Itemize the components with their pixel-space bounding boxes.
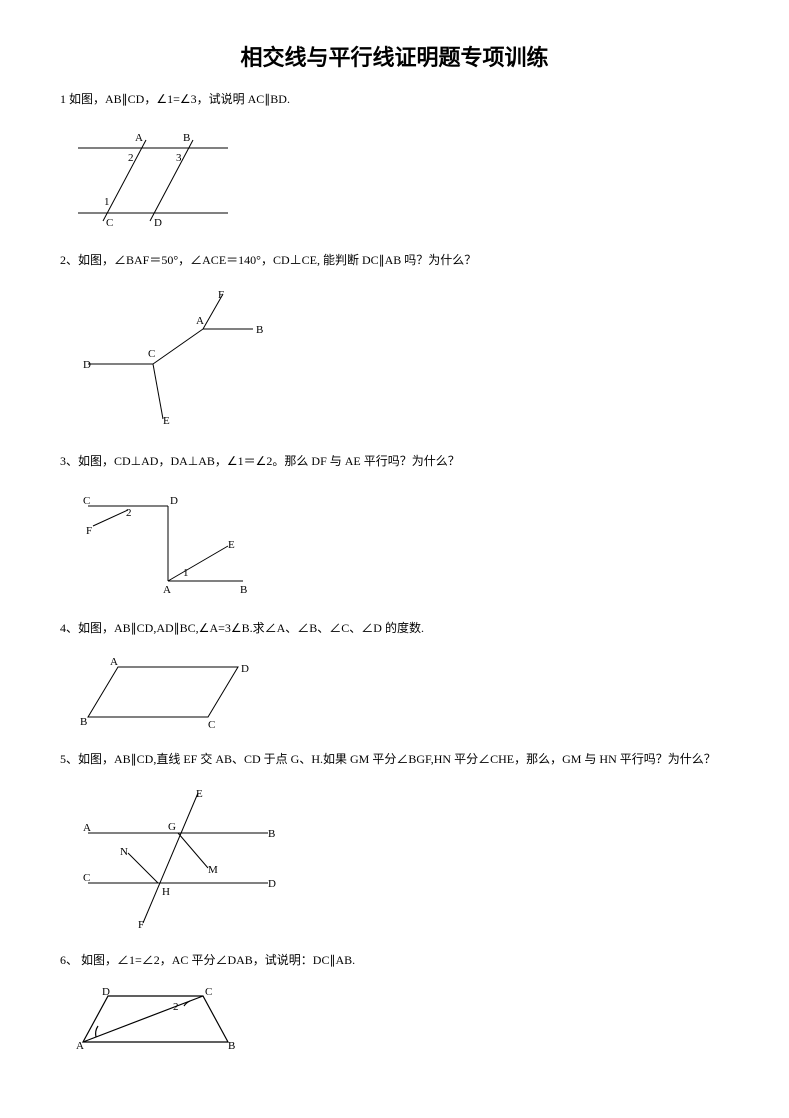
- label-2: 2: [128, 152, 134, 164]
- problem-1-text: 1 如图，AB∥CD，∠1=∠3，试说明 AC∥BD.: [60, 90, 729, 109]
- label-D: D: [83, 359, 91, 371]
- figure-2: F A B D C E: [68, 284, 729, 434]
- label-A: A: [83, 822, 91, 834]
- problem-5-text: 5、如图，AB∥CD,直线 EF 交 AB、CD 于点 G、H.如果 GM 平分…: [60, 750, 729, 769]
- figure-1: A B C D 2 3 1: [68, 123, 729, 233]
- label-2: 2: [173, 1001, 179, 1013]
- label-G: G: [168, 821, 176, 833]
- figure-3: C D F 2 E A B 1: [68, 486, 729, 601]
- label-H: H: [162, 886, 170, 898]
- label-B: B: [256, 324, 263, 336]
- label-F: F: [86, 525, 92, 537]
- label-A: A: [196, 315, 204, 327]
- label-M: M: [208, 864, 218, 876]
- label-A: A: [163, 584, 171, 596]
- label-E: E: [163, 415, 170, 427]
- figure-5: E A B G M N C D H F: [68, 783, 729, 933]
- label-D: D: [268, 878, 276, 890]
- problem-2-text: 2、如图，∠BAF＝50°，∠ACE＝140°，CD⊥CE, 能判断 DC∥AB…: [60, 251, 729, 270]
- label-C: C: [148, 348, 155, 360]
- label-B: B: [228, 1040, 235, 1052]
- label-D: D: [102, 986, 110, 998]
- label-C: C: [208, 719, 215, 731]
- label-B: B: [268, 828, 275, 840]
- label-2: 2: [126, 507, 132, 519]
- label-C: C: [83, 872, 90, 884]
- label-F: F: [218, 289, 224, 301]
- label-B: B: [183, 132, 190, 144]
- label-C: C: [83, 495, 90, 507]
- figure-6: D C A B 2: [68, 984, 729, 1054]
- label-B: B: [80, 716, 87, 728]
- label-1: 1: [183, 567, 189, 579]
- problem-4-text: 4、如图，AB∥CD,AD∥BC,∠A=3∠B.求∠A、∠B、∠C、∠D 的度数…: [60, 619, 729, 638]
- label-1: 1: [104, 196, 110, 208]
- figure-4: A D B C: [68, 652, 729, 732]
- label-C: C: [106, 217, 113, 229]
- label-D: D: [170, 495, 178, 507]
- problem-3-text: 3、如图，CD⊥AD，DA⊥AB，∠1＝∠2。那么 DF 与 AE 平行吗？为什…: [60, 452, 729, 471]
- problem-6-text: 6、 如图，∠1=∠2，AC 平分∠DAB，试说明：DC∥AB.: [60, 951, 729, 970]
- label-B: B: [240, 584, 247, 596]
- label-N: N: [120, 846, 128, 858]
- label-A: A: [76, 1040, 84, 1052]
- label-A: A: [135, 132, 143, 144]
- page-title: 相交线与平行线证明题专项训练: [60, 40, 729, 72]
- label-3: 3: [176, 152, 182, 164]
- label-D: D: [154, 217, 162, 229]
- label-A: A: [110, 656, 118, 668]
- label-F: F: [138, 919, 144, 931]
- label-E: E: [228, 539, 235, 551]
- label-C: C: [205, 986, 212, 998]
- label-E: E: [196, 788, 203, 800]
- label-D: D: [241, 663, 249, 675]
